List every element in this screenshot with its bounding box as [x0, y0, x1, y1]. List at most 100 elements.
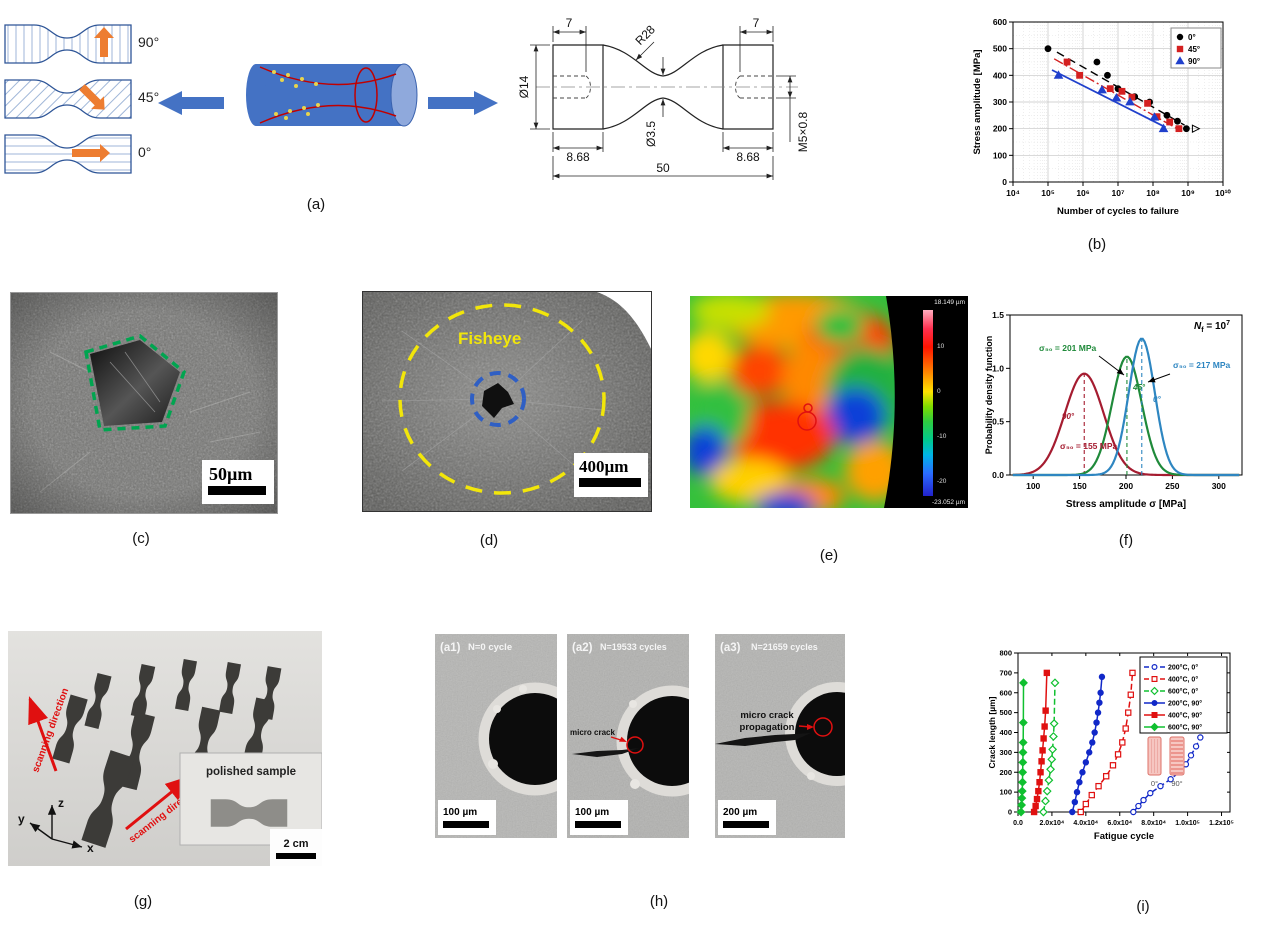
- caption-f: (f): [1118, 532, 1134, 549]
- svg-text:Stress amplitude [MPa]: Stress amplitude [MPa]: [972, 49, 983, 154]
- coordinate-axes: [29, 805, 83, 849]
- sem-defect-svg: 50µm: [10, 292, 278, 514]
- scalebar-label: 100 µm: [575, 807, 609, 818]
- svg-text:100: 100: [999, 788, 1012, 797]
- caption-c: (c): [132, 530, 150, 547]
- schematic-90: [4, 24, 132, 69]
- svg-text:250: 250: [1165, 481, 1179, 491]
- dogbone-45-schematic: [4, 79, 132, 119]
- svg-text:90°: 90°: [1171, 779, 1182, 788]
- svg-text:100: 100: [993, 150, 1007, 160]
- sigma-label-90: σ₅₀ = 155 MPa: [1060, 441, 1118, 451]
- cycle-label: N=19533 cycles: [600, 642, 667, 652]
- micrograph-a3-svg: micro crack propagation (a3) N=21659 cyc…: [715, 634, 889, 838]
- crack-annotation-1: micro crack: [740, 710, 794, 721]
- colorbar-tick: 10: [937, 343, 945, 350]
- dim-thread: M5×0.8: [796, 111, 810, 152]
- svg-text:1.5: 1.5: [992, 310, 1004, 320]
- crack-growth-chart-panel: 0.0 2.0x10⁴ 4.0x10⁴ 6.0x10⁴ 8.0x10⁴ 1.0x10⁵ 1.…: [985, 638, 1283, 856]
- crack-chart-svg: 0.0 2.0x10⁴ 4.0x10⁴ 6.0x10⁴ 8.0x10⁴ 1.0x10⁵ 1.…: [987, 649, 1234, 843]
- cycle-label: N=21659 cycles: [751, 642, 818, 652]
- frame-tag: (a3): [720, 642, 741, 654]
- micrograph-a1-svg: (a1) N=0 cycle 100 µm: [435, 634, 592, 838]
- scalebar-label-c: 50µm: [209, 464, 252, 484]
- inset-label: polished sample: [206, 766, 296, 778]
- colorbar-tick: -10: [937, 433, 947, 440]
- svg-text:150: 150: [1073, 481, 1087, 491]
- svg-text:10⁹: 10⁹: [1181, 188, 1195, 198]
- samples-photo-svg: scanning direction scanning direction z …: [8, 631, 323, 866]
- series-200°C, 90°: [1069, 673, 1106, 816]
- svg-text:600°C, 90°: 600°C, 90°: [1168, 724, 1202, 732]
- colorbar-max: 18.149 µm: [934, 299, 965, 306]
- thread-hidden-lines: [553, 75, 773, 99]
- caption-d: (d): [479, 532, 499, 549]
- scalebar-label-d: 400µm: [579, 457, 628, 476]
- pdf-chart-svg: 100 150 200 250 300 0.0 0.5 1.0 1.5 Stress amplit…: [984, 310, 1243, 510]
- frame-tag: (a1): [440, 642, 461, 654]
- dim-868-left: 8.68: [566, 150, 590, 164]
- colorbar-tick: -20: [937, 478, 947, 485]
- svg-text:0°: 0°: [1188, 33, 1196, 42]
- micrograph-a3: micro crack propagation (a3) N=21659 cyc…: [715, 634, 889, 843]
- svg-text:6.0x10⁴: 6.0x10⁴: [1107, 820, 1132, 827]
- svg-text:Fatigue cycle: Fatigue cycle: [1094, 831, 1154, 842]
- svg-text:500: 500: [999, 708, 1012, 717]
- fisheye-svg: Fisheye 400µm: [362, 291, 652, 512]
- scalebar-box: [574, 453, 648, 497]
- svg-text:Stress amplitude σ [MPa]: Stress amplitude σ [MPa]: [1066, 499, 1186, 510]
- dogbone-0-schematic: [4, 134, 132, 174]
- colorbar-gradient: [923, 310, 933, 496]
- svg-text:600: 600: [999, 688, 1012, 697]
- sn-chart-svg: 10⁴ 10⁵ 10⁶ 10⁷ 10⁸ 10⁹ 10¹⁰ 0 100 200 300 400 500 60…: [972, 17, 1231, 217]
- scalebar-label: 100 µm: [443, 807, 477, 818]
- sigma-label-45: σ₅₀ = 201 MPa: [1039, 343, 1097, 353]
- svg-text:200: 200: [1119, 481, 1133, 491]
- samples-photo: scanning direction scanning direction z …: [8, 631, 323, 871]
- svg-text:400: 400: [993, 70, 1007, 80]
- height-map-panel: 18.149 µm 10 0 -10 -20 -23.052 µm: [682, 293, 968, 520]
- arrow-right-icon: [428, 91, 498, 115]
- specimen-drawing: 7 7 R28 Ø14 Ø3.5 8.68 8.68 50 M5×0.8: [517, 16, 810, 180]
- svg-text:100: 100: [1026, 481, 1040, 491]
- load-arrow-0-icon: [72, 144, 110, 162]
- height-blobs: [682, 293, 905, 520]
- crack: [572, 748, 639, 757]
- scalebar-box: [202, 460, 274, 504]
- scalebar-label: 200 µm: [723, 807, 757, 818]
- internal-defect: [482, 383, 514, 418]
- specimen-corner: [594, 291, 652, 351]
- orientation-label-45: 45°: [138, 89, 160, 105]
- crack: [715, 733, 811, 746]
- svg-text:200°C, 90°: 200°C, 90°: [1168, 700, 1202, 708]
- svg-text:10⁶: 10⁶: [1076, 188, 1089, 198]
- height-map-svg: [682, 293, 905, 520]
- sigma-label-0: σ₅₀ = 217 MPa: [1173, 360, 1231, 370]
- photo-scalebar: 2 cm: [270, 829, 322, 866]
- scalebar: 100 µm: [438, 800, 496, 835]
- svg-text:400: 400: [999, 728, 1012, 737]
- arrow-left-icon: [158, 91, 224, 115]
- scalebar: 200 µm: [718, 800, 776, 835]
- fisheye-image: Fisheye 400µm: [362, 291, 652, 517]
- svg-text:0: 0: [1008, 808, 1012, 817]
- svg-text:Number of cycles to failure: Number of cycles to failure: [1057, 206, 1179, 217]
- svg-text:400°C, 90°: 400°C, 90°: [1168, 712, 1202, 720]
- svg-text:10⁸: 10⁸: [1146, 188, 1159, 198]
- svg-text:600: 600: [993, 17, 1007, 27]
- fisheye-label: Fisheye: [458, 329, 521, 348]
- load-arrow-45-icon: [79, 84, 105, 110]
- svg-text:0.0: 0.0: [1013, 820, 1023, 827]
- svg-text:200: 200: [999, 768, 1012, 777]
- colorbar-tick: 0: [937, 388, 941, 395]
- svg-text:1.2x10⁵: 1.2x10⁵: [1209, 820, 1234, 827]
- orientation-label-0: 0°: [138, 144, 152, 160]
- caption-e: (e): [819, 547, 839, 564]
- dim-r28: R28: [632, 22, 658, 48]
- scalebar-label-g: 2 cm: [283, 838, 308, 850]
- schematic-45: [4, 79, 132, 124]
- frame-tag: (a2): [572, 642, 593, 654]
- svg-text:0.5: 0.5: [992, 417, 1004, 427]
- svg-text:10¹⁰: 10¹⁰: [1215, 188, 1231, 198]
